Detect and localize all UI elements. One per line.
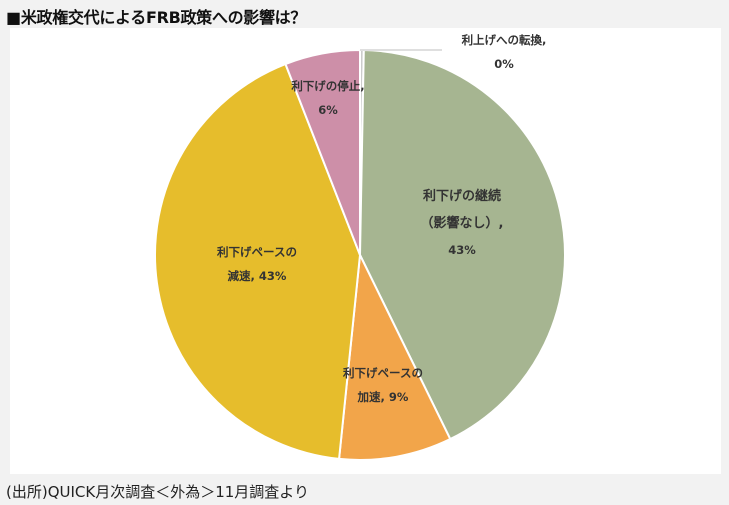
pie-slice-accelerate <box>337 251 452 461</box>
data-label-line: （影響なし）, <box>421 215 504 231</box>
data-label-line: 利下げの停止, <box>290 79 364 93</box>
data-label-line: 0% <box>494 57 514 71</box>
data-label-stop: 利下げの停止, 6% <box>290 79 364 117</box>
data-label-line: 43% <box>448 243 476 257</box>
data-label-line: 利下げペースの <box>342 366 423 380</box>
data-label-line: 6% <box>318 103 338 117</box>
source-note: (出所)QUICK月次調査＜外為＞11月調査より <box>6 483 310 501</box>
chart-panel: 利上げへの転換, 0% 利下げの継続（影響なし）, 43% 利下げペースの加速, 9% 利… <box>10 28 721 474</box>
data-label-line: 利上げへの転換, <box>461 33 547 47</box>
data-label-line: 利下げペースの <box>216 245 297 259</box>
data-label-line: 減速, 43% <box>228 269 287 283</box>
data-label-accelerate: 利下げペースの加速, 9% <box>342 366 423 404</box>
pie-slice-decelerate <box>154 62 362 461</box>
data-label-decelerate: 利下げペースの減速, 43% <box>216 245 297 283</box>
pie-slice-stop <box>284 48 361 256</box>
pie-chart: 利上げへの転換, 0%利下げの継続（影響なし）, 43%利下げペースの加速, 9%利… <box>154 33 566 461</box>
pie-slice-continue <box>358 49 566 441</box>
page-title: ■米政権交代によるFRB政策への影響は？ <box>6 8 307 27</box>
data-label-line: 利下げの継続 <box>423 188 501 204</box>
data-label-line: 加速, 9% <box>357 390 409 404</box>
data-label-hike: 利上げへの転換, 0% <box>461 33 547 71</box>
data-label-continue: 利下げの継続 （影響なし）, 43% <box>421 188 504 257</box>
